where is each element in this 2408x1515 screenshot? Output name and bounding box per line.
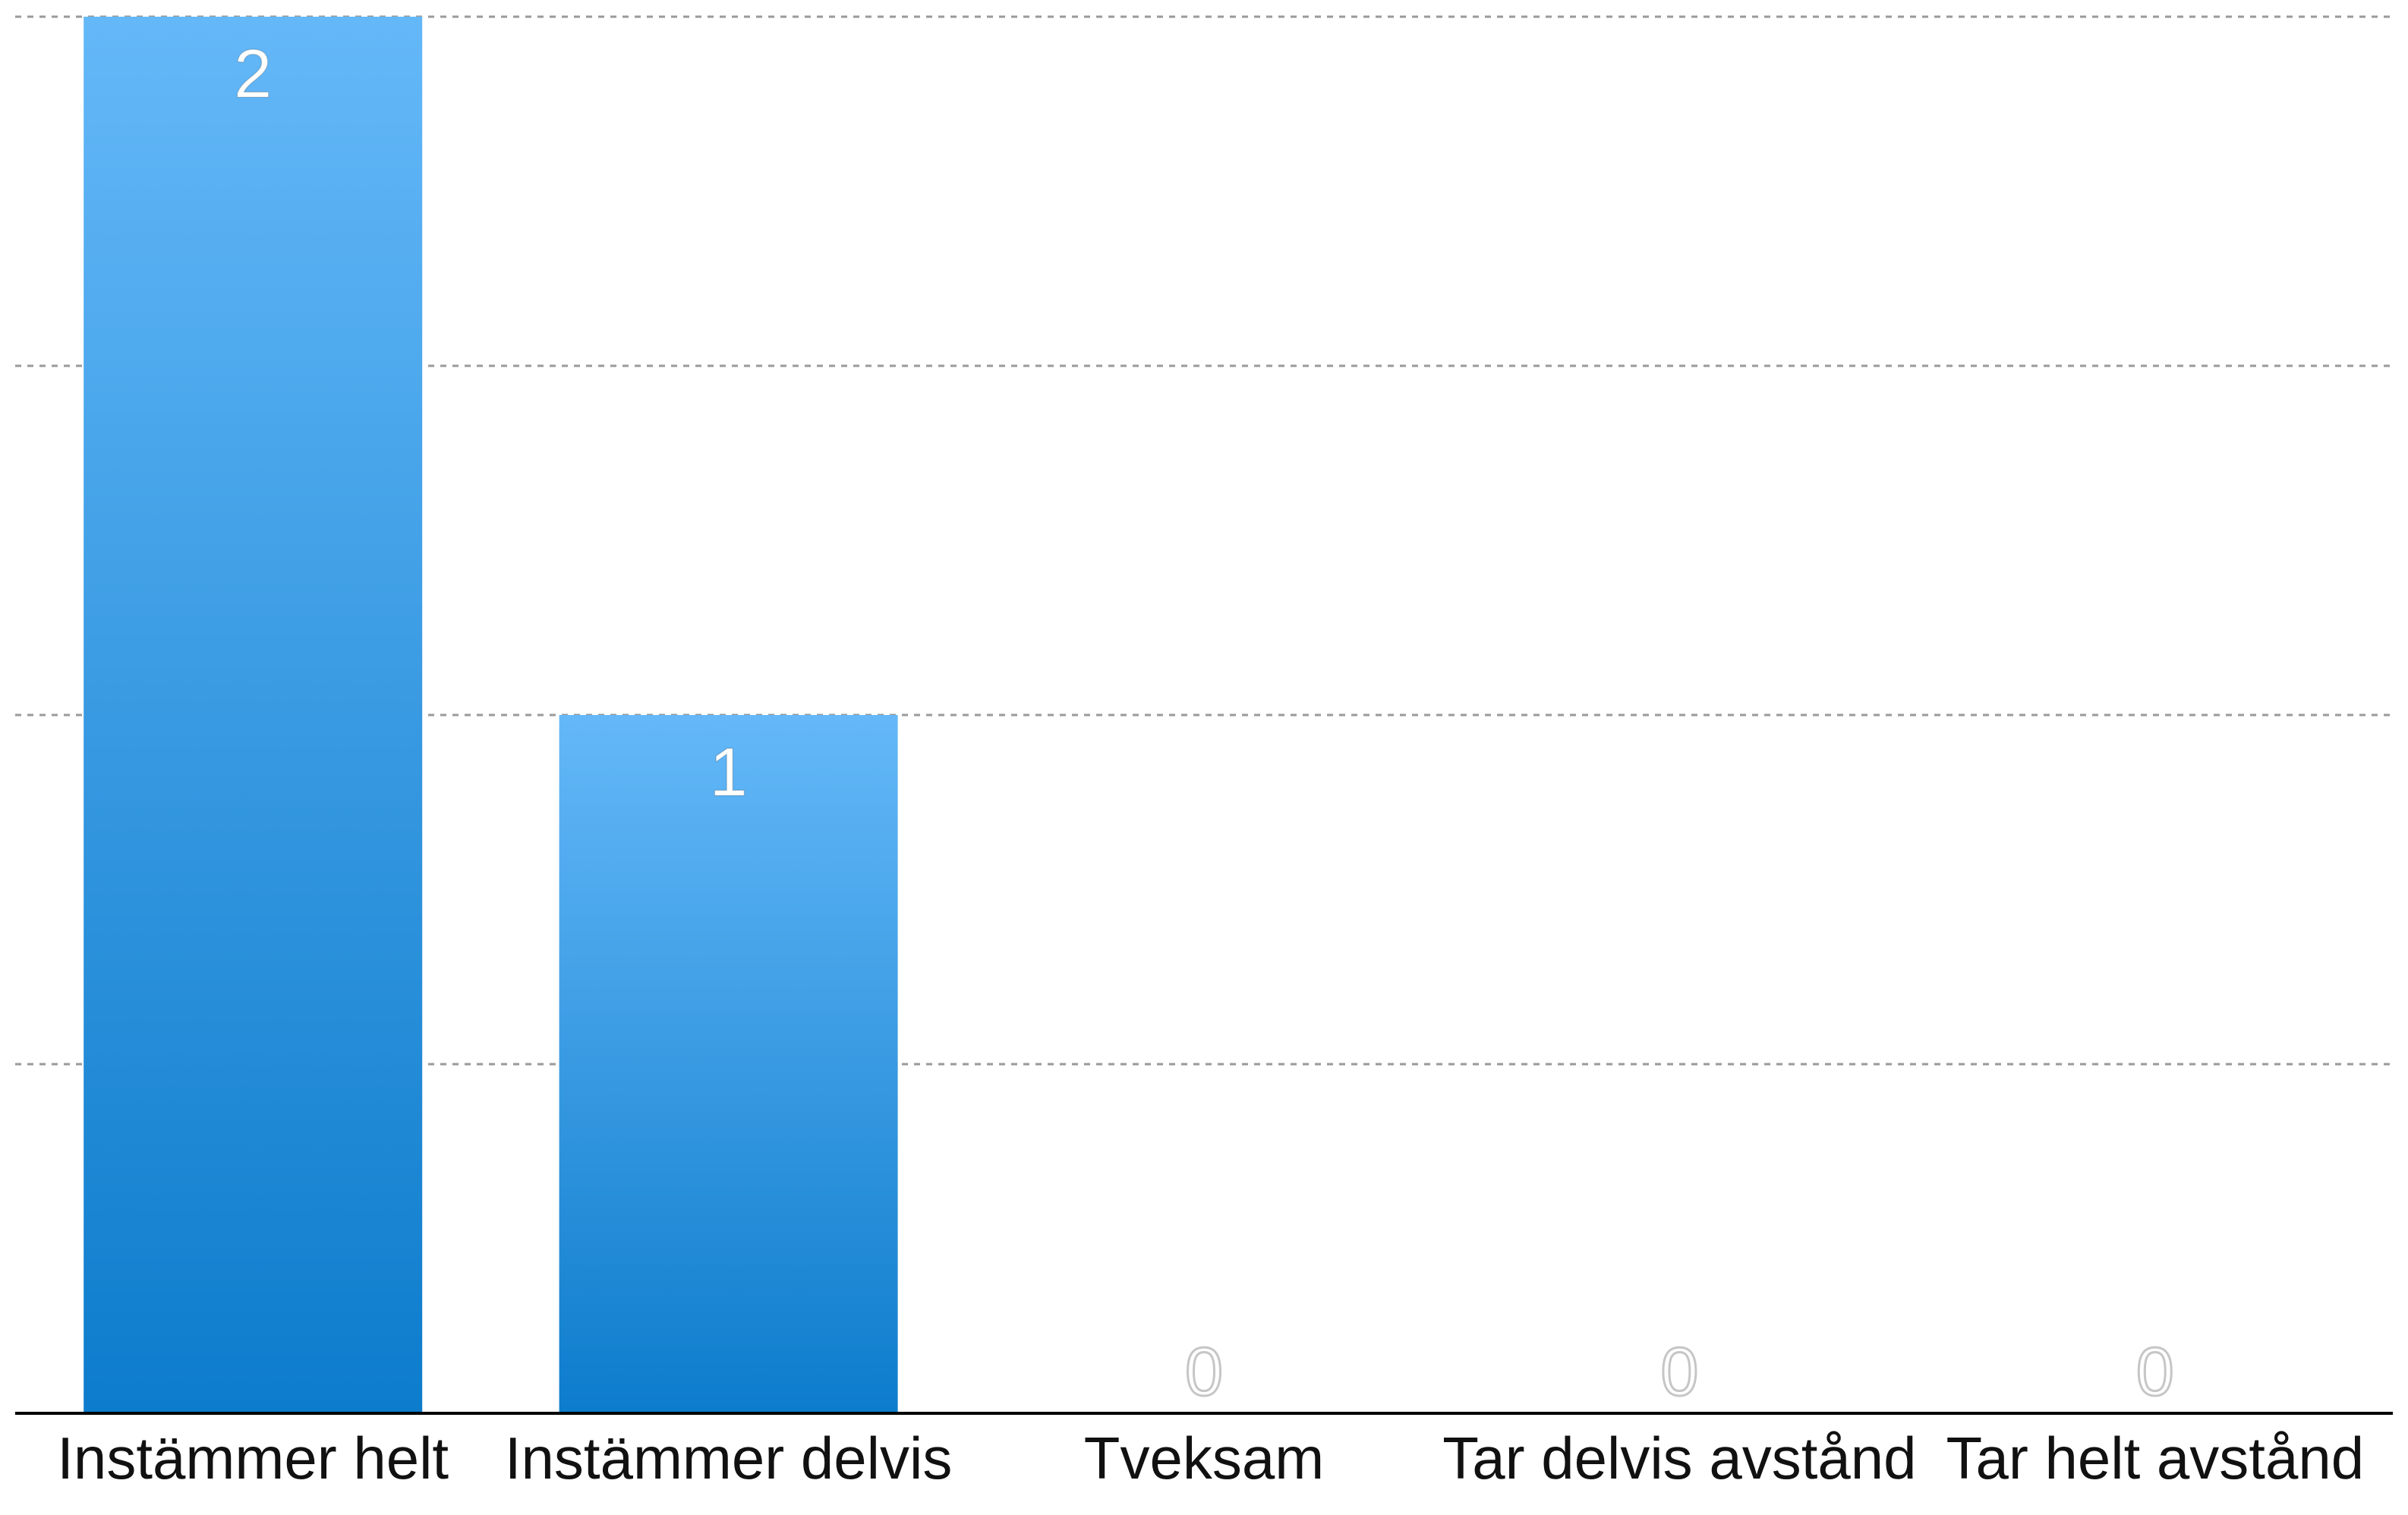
category-label: Tveksam [1084, 1425, 1324, 1491]
data-label: 0 [2136, 1334, 2174, 1410]
category-label: Tar delvis avstånd [1442, 1425, 1916, 1491]
category-label: Tar helt avstånd [1946, 1425, 2364, 1491]
category-label: Instämmer delvis [505, 1425, 953, 1491]
data-label: 0 [1660, 1334, 1698, 1410]
category-label: Instämmer helt [57, 1425, 449, 1491]
data-label: 0 [1185, 1334, 1223, 1410]
data-label: 1 [710, 735, 748, 811]
gridlines [15, 15, 2393, 1066]
bar [559, 715, 898, 1413]
data-label: 2 [234, 36, 272, 112]
value-labels: 2 1 0 0 0 [233, 36, 2175, 1411]
bar [84, 17, 423, 1413]
category-labels: Instämmer helt Instämmer delvis Tveksam Tar… [57, 1425, 2364, 1491]
bars [84, 17, 898, 1413]
